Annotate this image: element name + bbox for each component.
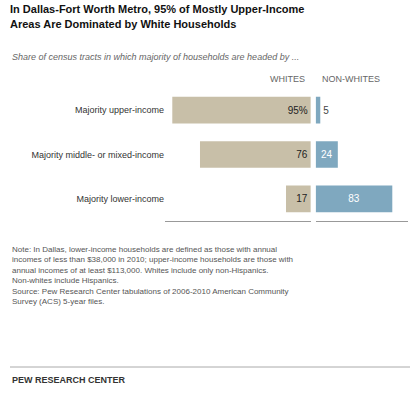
svg-text:Majority upper-income: Majority upper-income: [75, 105, 164, 115]
svg-text:Majority middle- or mixed-inco: Majority middle- or mixed-income: [31, 150, 164, 160]
svg-text:Majority lower-income: Majority lower-income: [76, 194, 164, 204]
svg-text:In Dallas-Fort Worth Metro, 95: In Dallas-Fort Worth Metro, 95% of Mostl…: [10, 3, 304, 29]
svg-text:Note: In Dallas, lower-income: Note: In Dallas, lower-income households…: [12, 245, 293, 306]
svg-text:76: 76: [296, 149, 308, 160]
svg-text:24: 24: [321, 149, 333, 160]
svg-text:17: 17: [296, 193, 308, 204]
svg-text:83: 83: [348, 193, 360, 204]
svg-text:PEW RESEARCH CENTER: PEW RESEARCH CENTER: [12, 375, 126, 385]
svg-text:95%: 95%: [288, 105, 308, 116]
svg-text:NON-WHITES: NON-WHITES: [322, 74, 380, 84]
svg-text:Share of census tracts in whic: Share of census tracts in which majority…: [12, 52, 299, 62]
svg-text:WHITES: WHITES: [270, 74, 305, 84]
svg-text:5: 5: [323, 105, 329, 116]
